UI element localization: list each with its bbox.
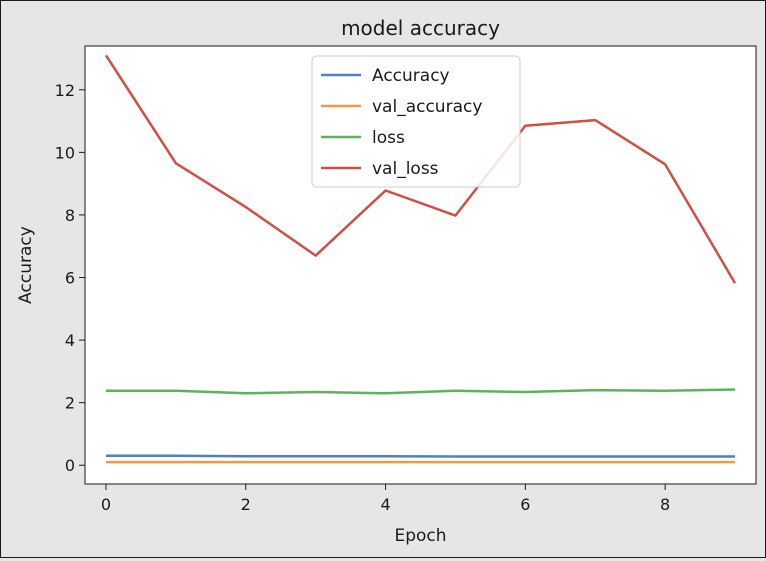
y-tick-label: 0 xyxy=(65,456,75,475)
x-tick-label: 6 xyxy=(520,495,530,514)
legend-label: val_loss xyxy=(372,159,439,179)
x-tick-label: 2 xyxy=(241,495,251,514)
series-line-accuracy xyxy=(106,454,735,458)
y-tick-label: 10 xyxy=(55,143,75,162)
axis-ticks: 0 2 4 6 8 0 2 4 6 8 10 12 xyxy=(55,81,671,514)
x-tick-label: 4 xyxy=(380,495,390,514)
chart-title: model accuracy xyxy=(341,16,500,40)
y-tick-label: 8 xyxy=(65,206,75,225)
x-tick-label: 8 xyxy=(660,495,670,514)
legend-label: loss xyxy=(372,128,405,148)
series-lines xyxy=(104,54,737,464)
y-tick-label: 4 xyxy=(65,331,75,350)
x-tick-label: 0 xyxy=(101,495,111,514)
y-tick-label: 6 xyxy=(65,269,75,288)
legend-label: Accuracy xyxy=(372,66,450,86)
series-line-loss xyxy=(106,388,736,395)
y-tick-label: 2 xyxy=(65,394,75,413)
x-axis-label: Epoch xyxy=(394,526,446,546)
series-line-val-loss xyxy=(104,54,737,284)
legend-box xyxy=(311,55,521,188)
y-tick-label: 12 xyxy=(55,81,75,100)
legend-label: val_accuracy xyxy=(372,97,482,117)
y-axis-label: Accuracy xyxy=(16,226,36,304)
